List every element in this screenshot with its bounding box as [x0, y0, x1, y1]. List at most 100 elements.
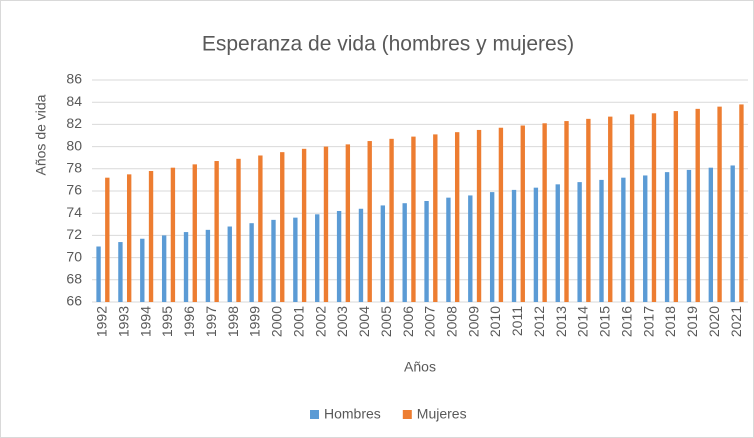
bar [673, 111, 679, 302]
bar [577, 182, 582, 302]
bar [446, 197, 451, 302]
x-axis-title: Años [404, 359, 436, 375]
x-tick-label: 2013 [553, 306, 569, 337]
bar [140, 238, 145, 302]
bar [380, 205, 386, 302]
bar [621, 177, 626, 302]
x-tick-label: 1993 [116, 306, 132, 337]
x-tick-label: 2004 [356, 306, 372, 337]
x-tick-label: 1997 [203, 306, 219, 337]
x-tick-label: 2003 [334, 306, 350, 337]
x-tick-label: 1999 [247, 306, 263, 337]
x-tick-label: 2018 [662, 306, 678, 337]
x-tick-label: 2010 [487, 306, 503, 337]
bar [367, 141, 372, 302]
bar [599, 179, 604, 302]
bar [205, 229, 211, 302]
bar [192, 164, 197, 302]
bar [498, 127, 504, 302]
bar [118, 242, 123, 302]
bar [476, 129, 482, 302]
bar [730, 165, 735, 302]
x-tick-label: 2002 [312, 306, 328, 337]
x-tick-label: 1994 [137, 306, 153, 337]
y-tick-label: 76 [66, 182, 82, 198]
y-tick-label: 66 [66, 293, 82, 309]
bar [293, 217, 298, 302]
bar [126, 174, 132, 302]
y-tick-label: 72 [66, 226, 82, 242]
bar [96, 246, 101, 302]
y-tick-label: 74 [66, 204, 82, 220]
x-tick-label: 2006 [400, 306, 416, 337]
legend-label: Mujeres [417, 406, 467, 422]
bar [695, 108, 700, 302]
chart-title: Esperanza de vida (hombres y mujeres) [202, 33, 574, 56]
bar [258, 155, 263, 302]
bar [542, 123, 547, 302]
x-tick-label: 1992 [94, 306, 110, 337]
x-tick-label: 1996 [181, 306, 197, 337]
bar [170, 167, 176, 302]
bar [249, 223, 254, 302]
x-tick-label: 2007 [422, 306, 438, 337]
y-tick-label: 80 [66, 137, 82, 153]
x-tick-label: 2021 [728, 306, 744, 337]
bar [651, 113, 657, 302]
bar [214, 161, 219, 302]
bar [358, 208, 364, 302]
y-tick-label: 86 [66, 71, 82, 87]
bar [389, 138, 394, 302]
bar [608, 116, 613, 302]
bar [468, 195, 473, 302]
x-tick-label: 2008 [444, 306, 460, 337]
y-tick-label: 78 [66, 160, 82, 176]
x-tick-label: 2001 [290, 306, 306, 337]
bar [533, 187, 539, 302]
x-tick-label: 2019 [684, 306, 700, 337]
bar [454, 132, 460, 302]
bar [511, 189, 517, 302]
legend-swatch [310, 410, 319, 419]
legend-swatch [402, 410, 412, 419]
bar [708, 167, 714, 302]
x-tick-label: 2005 [378, 306, 394, 337]
x-tick-label: 2009 [465, 306, 481, 337]
x-tick-label: 2015 [597, 306, 613, 337]
bar [236, 158, 241, 302]
bar [586, 118, 591, 302]
y-tick-label: 84 [66, 93, 82, 109]
bar [336, 210, 342, 302]
y-tick-label: 82 [66, 115, 82, 131]
y-axis-title: Años de vida [33, 94, 49, 175]
bar [643, 175, 648, 302]
bar [489, 192, 495, 302]
bar [345, 144, 351, 302]
bar [105, 177, 110, 302]
bar [664, 172, 670, 302]
bar [148, 171, 154, 302]
bar [686, 169, 692, 302]
x-tick-label: 2020 [706, 306, 722, 337]
x-tick-label: 2000 [269, 306, 285, 337]
bar [433, 134, 438, 302]
x-tick-label: 2016 [618, 306, 634, 337]
bar [402, 203, 407, 302]
bar [161, 235, 167, 302]
y-tick-label: 70 [66, 248, 82, 264]
bar [301, 148, 307, 302]
bar [717, 106, 722, 302]
x-tick-label: 1998 [225, 306, 241, 337]
x-tick-label: 2017 [640, 306, 656, 337]
bar [183, 232, 189, 302]
bar [315, 214, 320, 302]
y-tick-label: 68 [66, 271, 82, 287]
bar [739, 104, 744, 302]
bar [629, 114, 635, 302]
bar [323, 146, 329, 302]
bar [424, 200, 429, 302]
bar [555, 184, 560, 302]
bar [411, 136, 416, 302]
